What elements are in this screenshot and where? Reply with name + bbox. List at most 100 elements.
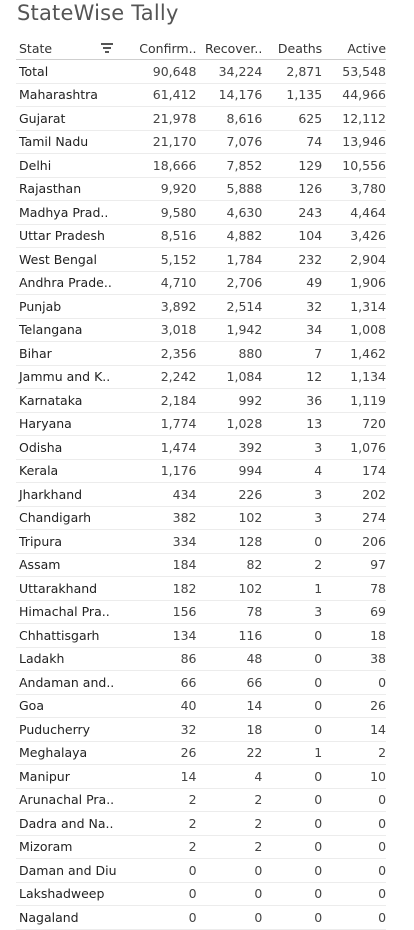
column-header-recovered[interactable]: Recover.. <box>204 40 263 56</box>
table-row[interactable]: Tamil Nadu 21,170 7,076 74 13,946 <box>16 131 387 154</box>
active-cell: 0 <box>378 839 387 855</box>
table-row[interactable]: Nagaland 0 0 0 0 <box>16 906 386 930</box>
state-cell: Nagaland <box>19 909 79 925</box>
table-row[interactable]: Punjab 3,892 2,514 32 1,314 <box>16 295 386 319</box>
confirmed-cell: 3,018 <box>160 322 197 338</box>
table-row[interactable]: Tripura 334 128 0 206 <box>16 530 386 554</box>
state-cell: Tripura <box>19 533 63 549</box>
deaths-cell: 0 <box>314 839 323 855</box>
state-cell: Meghalaya <box>19 745 88 761</box>
active-cell: 12,112 <box>342 110 387 126</box>
active-cell: 10 <box>370 768 387 784</box>
active-cell: 2 <box>378 745 387 761</box>
state-cell: Arunachal Pra.. <box>19 792 115 808</box>
recovered-cell: 14,176 <box>218 87 263 103</box>
deaths-cell: 1 <box>314 580 323 596</box>
table-row[interactable]: Gujarat 21,978 8,616 625 12,112 <box>16 107 386 131</box>
table-row[interactable]: Daman and Diu 0 0 0 0 <box>16 859 386 883</box>
recovered-cell: 48 <box>246 651 263 667</box>
table-row[interactable]: Madhya Prad.. 9,580 4,630 243 4,464 <box>16 201 386 225</box>
column-header-confirmed[interactable]: Confirm.. <box>139 40 197 56</box>
deaths-cell: 0 <box>314 533 323 549</box>
recovered-cell: 992 <box>238 392 263 408</box>
recovered-cell: 4 <box>254 768 263 784</box>
table-row[interactable]: Uttarakhand 182 102 1 78 <box>16 577 386 601</box>
active-cell: 0 <box>378 815 387 831</box>
active-cell: 4,464 <box>350 204 387 220</box>
confirmed-cell: 26 <box>180 745 197 761</box>
recovered-cell: 116 <box>238 627 263 643</box>
confirmed-cell: 182 <box>172 580 197 596</box>
table-row[interactable]: Karnataka 2,184 992 36 1,119 <box>16 389 386 413</box>
active-cell: 1,906 <box>350 275 387 291</box>
recovered-cell: 2,706 <box>226 275 263 291</box>
table-row[interactable]: Maharashtra 61,412 14,176 1,135 44,966 <box>16 84 387 107</box>
column-header-deaths[interactable]: Deaths <box>277 40 323 56</box>
deaths-cell: 2,871 <box>286 63 323 79</box>
state-cell: Mizoram <box>19 839 73 855</box>
table-row[interactable]: Chhattisgarh 134 116 0 18 <box>16 624 386 648</box>
table-row[interactable]: Andhra Prade.. 4,710 2,706 49 1,906 <box>16 272 387 295</box>
active-cell: 1,134 <box>350 369 387 385</box>
active-cell: 10,556 <box>342 157 387 173</box>
table-row[interactable]: Goa 40 14 0 26 <box>16 695 386 718</box>
confirmed-cell: 61,412 <box>152 87 197 103</box>
table-row[interactable]: Andaman and.. 66 66 0 0 <box>16 671 386 695</box>
deaths-cell: 13 <box>306 416 323 432</box>
deaths-cell: 243 <box>298 204 323 220</box>
confirmed-cell: 21,978 <box>152 110 197 126</box>
table-row[interactable]: Rajasthan 9,920 5,888 126 3,780 <box>16 178 386 201</box>
table-row[interactable]: Kerala 1,176 994 4 174 <box>16 460 386 483</box>
table-row[interactable]: Meghalaya 26 22 1 2 <box>16 742 387 765</box>
table-row[interactable]: Lakshadweep 0 0 0 0 <box>16 883 386 906</box>
confirmed-cell: 2,184 <box>160 392 197 408</box>
recovered-cell: 2 <box>254 839 263 855</box>
state-cell: Andhra Prade.. <box>19 275 112 291</box>
table-row[interactable]: Ladakh 86 48 0 38 <box>16 648 386 671</box>
table-row[interactable]: Odisha 1,474 392 3 1,076 <box>16 436 386 460</box>
active-cell: 78 <box>370 580 387 596</box>
table-row[interactable]: Mizoram 2 2 0 0 <box>16 836 387 859</box>
confirmed-cell: 382 <box>172 510 197 526</box>
column-header-active[interactable]: Active <box>347 40 387 56</box>
table-row[interactable]: Bihar 2,356 880 7 1,462 <box>16 342 386 366</box>
recovered-cell: 1,784 <box>226 251 263 267</box>
table-row[interactable]: Jharkhand 434 226 3 202 <box>16 483 386 507</box>
deaths-cell: 3 <box>314 604 323 620</box>
active-cell: 13,946 <box>342 134 387 150</box>
table-row[interactable]: Haryana 1,774 1,028 13 720 <box>16 413 386 436</box>
deaths-cell: 0 <box>314 768 323 784</box>
table-row[interactable]: Dadra and Na.. 2 2 0 0 <box>16 812 386 836</box>
active-cell: 1,008 <box>350 322 387 338</box>
confirmed-cell: 2,356 <box>160 345 197 361</box>
recovered-cell: 4,630 <box>226 204 263 220</box>
active-cell: 44,966 <box>342 87 387 103</box>
table-row[interactable]: Himachal Pra.. 156 78 3 69 <box>16 601 386 624</box>
state-cell: Delhi <box>19 157 52 173</box>
table-row[interactable]: Chandigarh 382 102 3 274 <box>16 507 386 530</box>
table-body: Total 90,648 34,224 2,871 53,548 Maharashtra 6… <box>16 60 386 930</box>
confirmed-cell: 3,892 <box>160 298 197 314</box>
table-row[interactable]: Telangana 3,018 1,942 34 1,008 <box>16 319 387 342</box>
confirmed-cell: 1,474 <box>160 439 197 455</box>
table-row[interactable]: Delhi 18,666 7,852 129 10,556 <box>16 154 386 178</box>
table-row[interactable]: Uttar Pradesh 8,516 4,882 104 3,426 <box>16 225 386 248</box>
sort-icon[interactable] <box>100 43 113 53</box>
deaths-cell: 34 <box>306 322 323 338</box>
recovered-cell: 128 <box>238 533 263 549</box>
confirmed-cell: 0 <box>188 886 197 902</box>
table-row[interactable]: Manipur 14 4 0 10 <box>16 765 386 789</box>
active-cell: 1,119 <box>350 392 387 408</box>
column-header-state[interactable]: State <box>16 41 119 56</box>
deaths-cell: 4 <box>314 463 323 479</box>
deaths-cell: 1,135 <box>286 87 323 103</box>
table-row[interactable]: Jammu and K.. 2,242 1,084 12 1,134 <box>16 366 387 389</box>
table-row[interactable]: Assam 184 82 2 97 <box>16 554 386 577</box>
deaths-cell: 12 <box>306 369 323 385</box>
deaths-cell: 232 <box>298 251 323 267</box>
table-row[interactable]: Arunachal Pra.. 2 2 0 0 <box>16 789 386 812</box>
deaths-cell: 0 <box>314 862 323 878</box>
table-row[interactable]: West Bengal 5,152 1,784 232 2,904 <box>16 248 386 272</box>
table-row[interactable]: Puducherry 32 18 0 14 <box>16 718 386 742</box>
table-row[interactable]: Total 90,648 34,224 2,871 53,548 <box>16 60 386 84</box>
